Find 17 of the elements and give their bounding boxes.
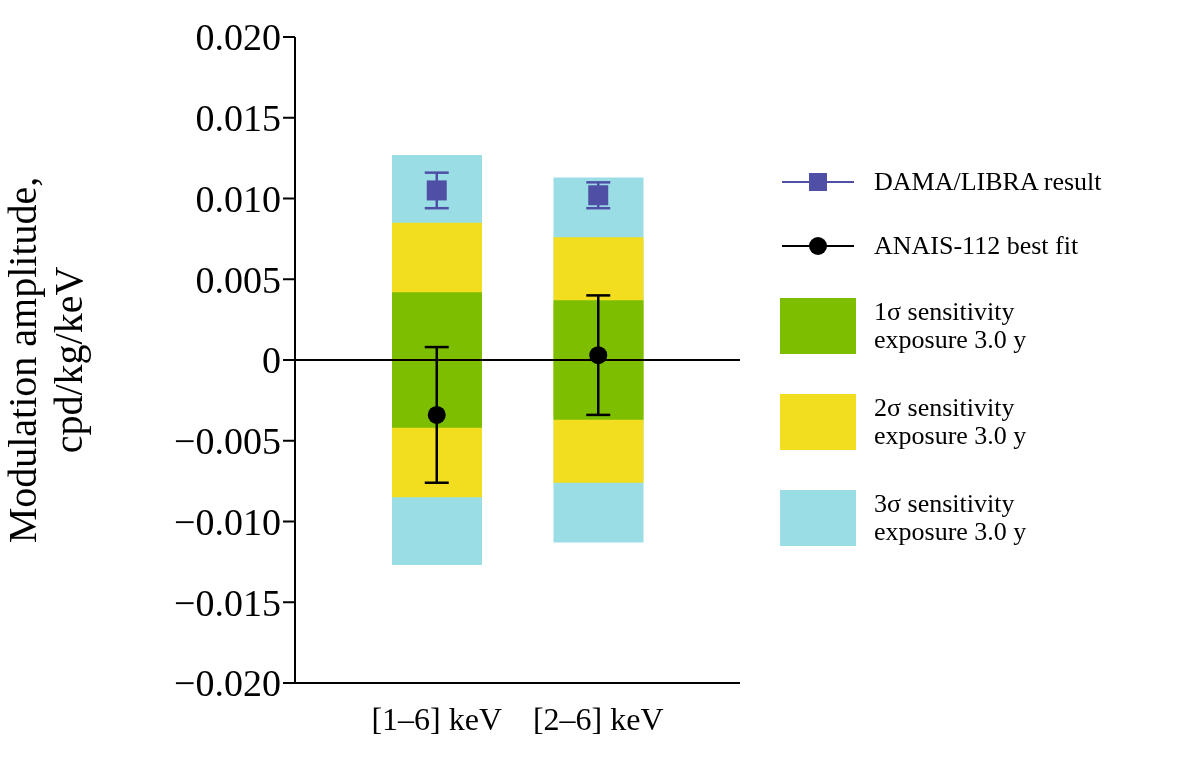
legend-label: DAMA/LIBRA result bbox=[874, 167, 1103, 196]
y-tick-label: −0.015 bbox=[174, 581, 281, 624]
legend-label: 3σ sensitivity exposure 3.0 y bbox=[874, 489, 1028, 546]
y-tick-label: 0.020 bbox=[195, 16, 281, 59]
y-tick-label: −0.010 bbox=[174, 500, 281, 543]
legend-label: 1σ sensitivity exposure 3.0 y bbox=[874, 297, 1028, 354]
y-tick-label: 0 bbox=[262, 339, 281, 382]
y-tick-label: −0.020 bbox=[174, 662, 281, 705]
legend-label: 2σ sensitivity exposure 3.0 y bbox=[874, 393, 1028, 450]
y-tick-label: 0.010 bbox=[195, 177, 281, 220]
x-tick-label: [2–6] keV bbox=[532, 700, 664, 737]
x-tick-label: [1–6] keV bbox=[371, 700, 503, 737]
y-axis-title: Modulation amplitude, cpd/kg/keV bbox=[0, 175, 92, 546]
y-tick-label: 0.015 bbox=[195, 97, 281, 140]
y-tick-label: 0.005 bbox=[195, 258, 281, 301]
legend-label: ANAIS-112 best fit bbox=[874, 231, 1080, 260]
y-tick-label: −0.005 bbox=[174, 420, 281, 463]
